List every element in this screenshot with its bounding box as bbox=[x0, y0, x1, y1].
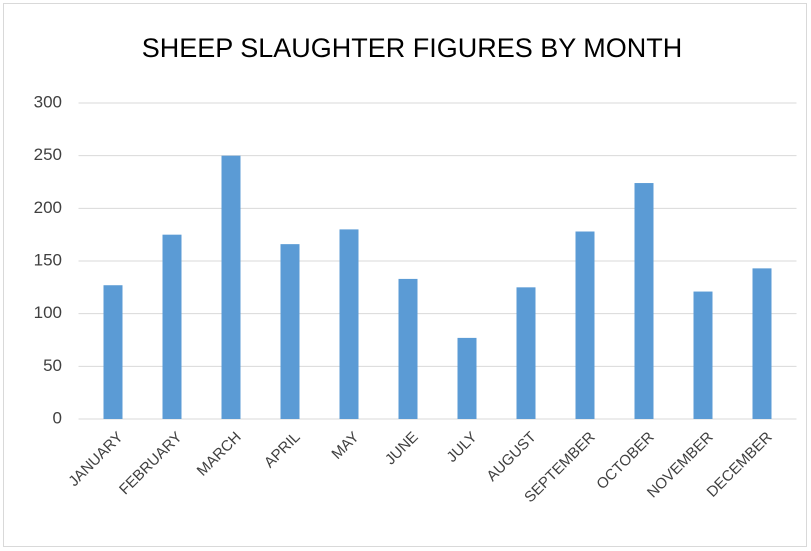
bar bbox=[398, 278, 418, 419]
y-tick-label: 0 bbox=[53, 408, 62, 427]
chart-border bbox=[3, 3, 807, 547]
bar bbox=[516, 287, 536, 419]
bar bbox=[575, 231, 595, 419]
bar bbox=[162, 234, 182, 419]
y-tick-label: 300 bbox=[34, 92, 62, 111]
bar bbox=[752, 268, 772, 419]
bar bbox=[280, 244, 300, 419]
bar bbox=[457, 337, 477, 419]
y-tick-label: 150 bbox=[34, 250, 62, 269]
bar bbox=[693, 291, 713, 419]
bar bbox=[339, 229, 359, 419]
bar bbox=[221, 155, 241, 419]
bar bbox=[634, 183, 654, 419]
y-tick-label: 50 bbox=[43, 356, 62, 375]
bar bbox=[103, 285, 123, 419]
chart-title: SHEEP SLAUGHTER FIGURES BY MONTH bbox=[142, 33, 683, 63]
y-tick-label: 100 bbox=[34, 303, 62, 322]
y-tick-label: 200 bbox=[34, 198, 62, 217]
y-tick-label: 250 bbox=[34, 145, 62, 164]
